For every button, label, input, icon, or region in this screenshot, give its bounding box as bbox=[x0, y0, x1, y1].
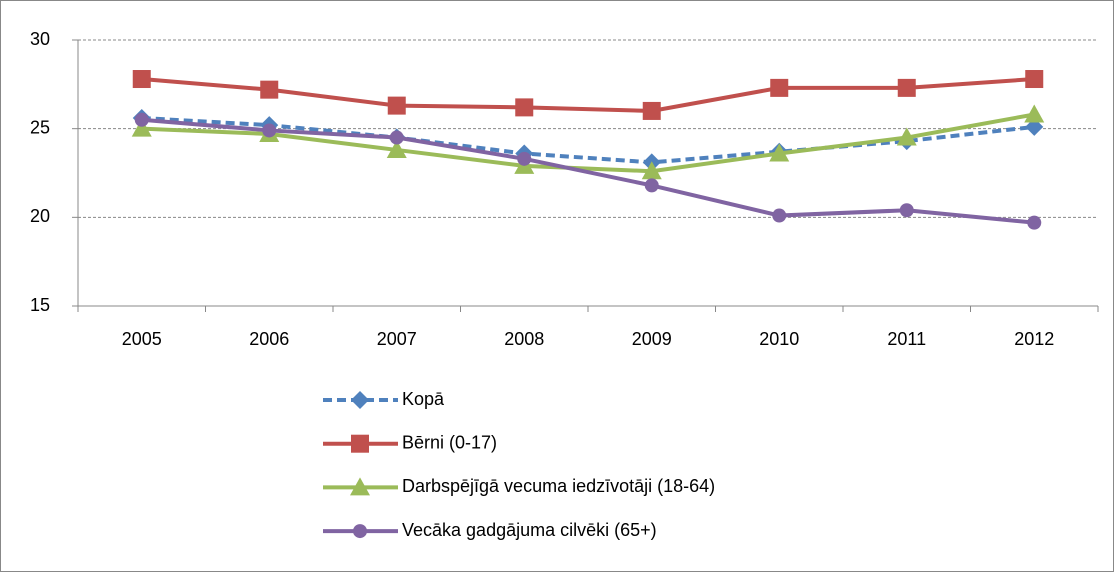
legend-label: Vecāka gadgājuma cilvēki (65+) bbox=[402, 520, 657, 540]
series-line bbox=[141, 112, 1035, 174]
marker bbox=[644, 178, 659, 193]
x-tick-label: 2006 bbox=[249, 329, 289, 349]
y-tick-label: 25 bbox=[30, 117, 50, 137]
marker bbox=[770, 78, 789, 97]
marker bbox=[132, 70, 151, 89]
y-tick-label: 20 bbox=[30, 206, 50, 226]
marker bbox=[1025, 70, 1044, 89]
x-tick-label: 2007 bbox=[377, 329, 417, 349]
marker bbox=[899, 203, 914, 218]
marker bbox=[641, 161, 662, 180]
marker bbox=[515, 98, 534, 117]
marker bbox=[897, 78, 916, 97]
x-tick-label: 2008 bbox=[504, 329, 544, 349]
x-tick-label: 2009 bbox=[632, 329, 672, 349]
marker bbox=[1027, 215, 1042, 230]
series-line bbox=[141, 117, 1035, 225]
marker bbox=[134, 112, 149, 127]
x-tick-label: 2005 bbox=[122, 329, 162, 349]
marker bbox=[131, 118, 152, 137]
marker bbox=[260, 80, 279, 99]
y-tick-label: 30 bbox=[30, 29, 50, 49]
marker bbox=[896, 127, 917, 146]
marker bbox=[262, 123, 277, 138]
x-tick-label: 2012 bbox=[1014, 329, 1054, 349]
marker bbox=[389, 130, 404, 145]
y-tick-label: 15 bbox=[30, 295, 50, 315]
legend-label: Darbspējīgā vecuma iedzīvotāji (18-64) bbox=[402, 476, 715, 496]
marker bbox=[517, 151, 532, 166]
legend-marker bbox=[353, 524, 367, 539]
marker bbox=[1024, 104, 1045, 123]
marker bbox=[386, 139, 407, 158]
legend-marker bbox=[350, 477, 370, 496]
x-tick-label: 2010 bbox=[759, 329, 799, 349]
legend-label: Kopā bbox=[402, 389, 445, 409]
marker bbox=[387, 96, 406, 115]
series-line bbox=[141, 116, 1035, 165]
series-line bbox=[141, 77, 1035, 113]
x-tick-label: 2011 bbox=[887, 329, 926, 349]
marker bbox=[769, 143, 790, 162]
marker bbox=[642, 101, 661, 120]
legend-label: Bērni (0-17) bbox=[402, 432, 497, 452]
legend-marker bbox=[351, 391, 369, 409]
legend-marker bbox=[351, 434, 369, 453]
marker bbox=[772, 208, 787, 223]
